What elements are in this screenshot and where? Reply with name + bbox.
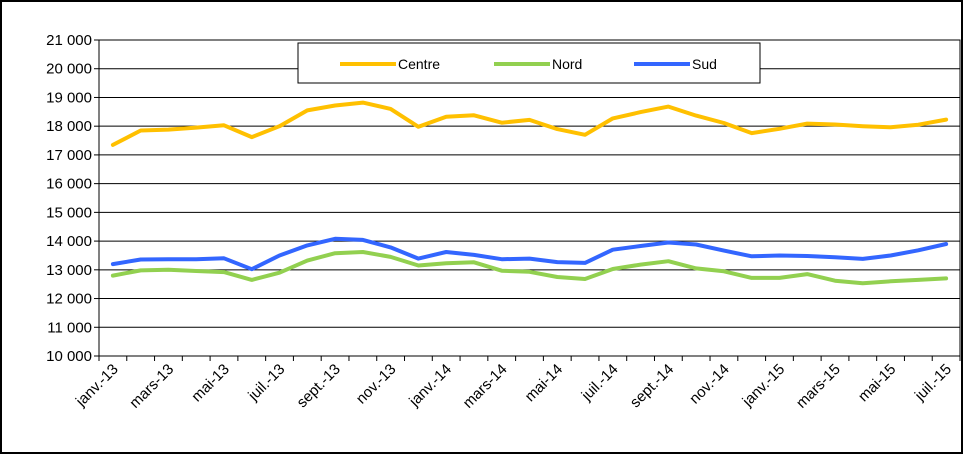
y-tick-label: 14 000	[46, 233, 92, 250]
x-tick-label: mars-14	[460, 361, 511, 412]
series-line-centre	[110, 100, 949, 147]
series-line-nord	[110, 250, 949, 286]
plot-area	[98, 39, 961, 357]
x-tick-label: mai-15	[855, 361, 899, 405]
x-tick-label: mars-13	[126, 361, 177, 412]
x-tick-label: janv.-13	[72, 361, 122, 411]
y-tick-label: 18 000	[46, 118, 92, 135]
x-tick-label: mars-15	[793, 361, 844, 412]
gridlines	[99, 39, 960, 357]
y-tick-label: 12 000	[46, 291, 92, 308]
x-tick-label: janv.-14	[405, 361, 455, 411]
y-tick-label: 13 000	[46, 262, 92, 279]
x-tick-label: sept.-13	[294, 361, 344, 411]
y-tick-label: 20 000	[46, 61, 92, 78]
legend-label-nord: Nord	[552, 56, 582, 72]
y-tick-label: 19 000	[46, 89, 92, 106]
legend: Centre Nord Sud	[297, 42, 761, 84]
y-tick-label: 16 000	[46, 176, 92, 193]
x-tick-label: juil.-14	[578, 361, 622, 405]
series-line-sud	[110, 236, 949, 272]
legend-label-sud: Sud	[692, 56, 717, 72]
x-tick-label: juil.-13	[244, 361, 288, 405]
x-tick-label: nov.-14	[686, 361, 733, 408]
y-tick-label: 15 000	[46, 204, 92, 221]
x-tick-label: sept.-14	[627, 361, 677, 411]
y-tick-label: 11 000	[47, 319, 92, 336]
y-tick-label: 17 000	[46, 147, 92, 164]
series-lines	[110, 100, 949, 286]
y-axis: 10 000 11 000 12 000 13 000 14 000 15 000 16 0…	[46, 32, 99, 365]
y-tick-label: 21 000	[46, 32, 92, 49]
x-tick-label: mai-14	[522, 361, 566, 405]
x-tick-label: nov.-13	[353, 361, 400, 408]
x-tick-label: juil.-15	[911, 361, 955, 405]
legend-label-centre: Centre	[398, 56, 440, 72]
y-tick-label: 10 000	[46, 348, 92, 365]
x-axis: janv.-13 mars-13 mai-13 juil.-13 sept.-13 nov…	[72, 356, 961, 412]
x-tick-label: janv.-15	[739, 361, 789, 411]
x-tick-label: mai-13	[188, 361, 232, 405]
